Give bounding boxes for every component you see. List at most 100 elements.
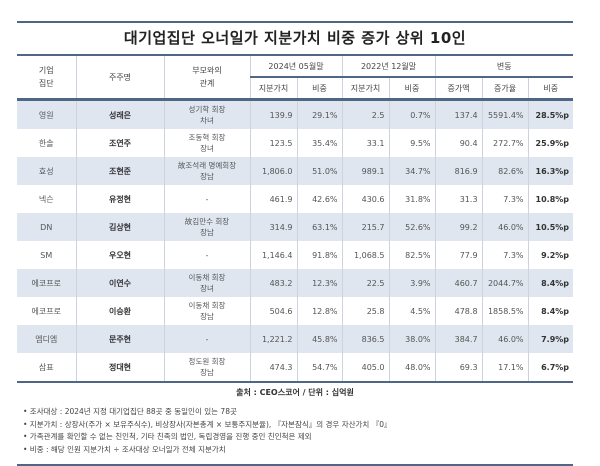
relation-cell: - <box>163 185 250 213</box>
source-note: 출처 : CEO스코어 / 단위 : 십억원 <box>236 388 354 397</box>
rate-cell: 2044.7% <box>481 269 529 297</box>
rate-cell: 46.0% <box>481 325 529 353</box>
rate-cell: 46.0% <box>481 213 529 241</box>
share-2022-cell: 48.0% <box>388 353 436 382</box>
relation-cell: 조동혁 회장 장녀 <box>163 129 250 157</box>
share-2022-cell: 3.9% <box>388 269 436 297</box>
ownership-table-document: 대기업집단 오너일가 지분가치 비중 증가 상위 10인 기업 집단 주주명 부… <box>17 21 574 466</box>
footnote: • 지분가치 : 상장사(주가 × 보유주식수), 비상장사(자본총계 × 보통… <box>23 419 392 429</box>
share-2024-cell: 63.1% <box>296 213 343 241</box>
rate-cell: 82.6% <box>481 157 529 185</box>
share-change-cell: 28.5%p <box>527 99 574 129</box>
value-2024-cell: 461.9 <box>249 185 297 213</box>
value-2022-cell: 2.5 <box>341 99 390 129</box>
header-share-2022: 비중 <box>388 76 436 100</box>
group-cell: 엠디엠 <box>35 334 58 344</box>
relation-cell: 故조석래 명예회장 장남 <box>163 157 250 185</box>
table-row: 엠디엠 문주현 -1,221.2 45.8% 836.5 38.0% 384.7 46.0% 7… <box>17 325 574 353</box>
share-2024-cell: 42.6% <box>296 185 343 213</box>
share-change-cell: 7.9%p <box>527 325 574 353</box>
share-2022-cell: 82.5% <box>388 241 436 269</box>
table-title: 대기업집단 오너일가 지분가치 비중 증가 상위 10인 <box>17 21 573 56</box>
table-row: 에코프로 이연수 이동채 회장 장녀 483.2 12.3% 22.5 3.9% 460.7 2… <box>17 269 574 297</box>
shareholder-cell: 이연수 <box>75 269 164 297</box>
share-change-cell: 10.5%p <box>527 213 574 241</box>
relation-cell: 이동채 회장 장남 <box>163 297 250 325</box>
table-row: DN 김상현 故김만수 회장 장남 314.9 63.1% 215.7 52.6% 99.2 4… <box>17 213 574 241</box>
header-group: 기업 집단 <box>38 66 54 88</box>
footnote: • 비중 : 해당 인원 지분가치 ÷ 조사대상 오너일가 전체 지분가치 <box>23 444 226 454</box>
rate-cell: 7.3% <box>481 241 529 269</box>
header-share-change: 비중 <box>527 76 574 100</box>
group-cell: 에코프로 <box>31 306 61 316</box>
increase-cell: 31.3 <box>434 185 483 213</box>
value-2024-cell: 1,806.0 <box>249 157 297 185</box>
header-2024: 2024년 05월말 <box>249 56 343 77</box>
header-change: 변동 <box>434 56 574 77</box>
footnote: • 조사대상 : 2024년 지정 대기업집단 88곳 중 동일인이 있는 78… <box>23 407 237 416</box>
header-value-2022: 지분가치 <box>341 76 390 100</box>
value-2024-cell: 483.2 <box>249 269 297 297</box>
shareholder-cell: 우오현 <box>75 241 164 269</box>
table-row: SM 우오현 -1,146.4 91.8% 1,068.5 82.5% 77.9 7.3% 9.… <box>17 241 574 269</box>
increase-cell: 137.4 <box>434 99 483 129</box>
increase-cell: 816.9 <box>434 157 483 185</box>
rate-cell: 17.1% <box>481 353 529 382</box>
shareholder-cell: 성래은 <box>75 99 164 129</box>
header-shareholder: 주주명 <box>75 56 164 100</box>
rate-cell: 1858.5% <box>481 297 529 325</box>
header-2022: 2022년 12월말 <box>341 56 436 77</box>
relation-cell: 이동채 회장 장녀 <box>163 269 250 297</box>
shareholder-cell: 이승환 <box>75 297 164 325</box>
increase-cell: 77.9 <box>434 241 483 269</box>
table-row: 삼표 정대현 정도원 회장 장남 474.3 54.7% 405.0 48.0% 69.3 17… <box>17 353 574 382</box>
shareholder-cell: 조현준 <box>75 157 164 185</box>
group-cell: 한솔 <box>38 138 54 148</box>
share-2024-cell: 45.8% <box>296 325 343 353</box>
share-change-cell: 16.3%p <box>527 157 574 185</box>
shareholder-cell: 정대현 <box>75 353 164 382</box>
rate-cell: 272.7% <box>481 129 529 157</box>
share-2022-cell: 0.7% <box>388 99 436 129</box>
value-2022-cell: 22.5 <box>341 269 390 297</box>
increase-cell: 478.8 <box>434 297 483 325</box>
shareholder-cell: 김상현 <box>75 213 164 241</box>
share-2024-cell: 51.0% <box>296 157 343 185</box>
shareholder-cell: 조연주 <box>75 129 164 157</box>
table-footer: 출처 : CEO스코어 / 단위 : 십억원 • 조사대상 : 2024년 지정… <box>17 383 573 466</box>
increase-cell: 90.4 <box>434 129 483 157</box>
value-2024-cell: 1,146.4 <box>249 241 297 269</box>
rate-cell: 7.3% <box>481 185 529 213</box>
share-2022-cell: 38.0% <box>388 325 436 353</box>
share-2024-cell: 29.1% <box>296 99 343 129</box>
value-2022-cell: 989.1 <box>341 157 390 185</box>
relation-cell: 정도원 회장 장남 <box>163 353 250 382</box>
share-2022-cell: 31.8% <box>388 185 436 213</box>
increase-cell: 384.7 <box>434 325 483 353</box>
value-2024-cell: 139.9 <box>249 99 297 129</box>
share-change-cell: 8.4%p <box>527 269 574 297</box>
relation-cell: - <box>163 241 250 269</box>
value-2022-cell: 33.1 <box>341 129 390 157</box>
share-change-cell: 6.7%p <box>527 353 574 382</box>
value-2022-cell: 1,068.5 <box>341 241 390 269</box>
rate-cell: 5591.4% <box>481 99 529 129</box>
increase-cell: 99.2 <box>434 213 483 241</box>
share-2024-cell: 12.8% <box>296 297 343 325</box>
relation-cell: - <box>163 325 250 353</box>
increase-cell: 460.7 <box>434 269 483 297</box>
share-2024-cell: 54.7% <box>296 353 343 382</box>
table-row: 효성 조현준 故조석래 명예회장 장남 1,806.0 51.0% 989.1 34.7% 8… <box>17 157 574 185</box>
share-2022-cell: 52.6% <box>388 213 436 241</box>
share-2024-cell: 12.3% <box>296 269 343 297</box>
value-2024-cell: 474.3 <box>249 353 297 382</box>
header-share-2024: 비중 <box>296 76 343 100</box>
group-cell: 영원 <box>38 110 54 120</box>
value-2024-cell: 123.5 <box>249 129 297 157</box>
header-rate: 증가율 <box>481 76 529 100</box>
footnote: • 가족관계를 확인할 수 없는 친인척, 기타 친족의 법인, 독립경영을 진… <box>23 432 312 441</box>
header-value-2024: 지분가치 <box>249 76 297 100</box>
share-change-cell: 25.9%p <box>527 129 574 157</box>
group-cell: 삼표 <box>38 362 54 372</box>
value-2022-cell: 430.6 <box>341 185 390 213</box>
